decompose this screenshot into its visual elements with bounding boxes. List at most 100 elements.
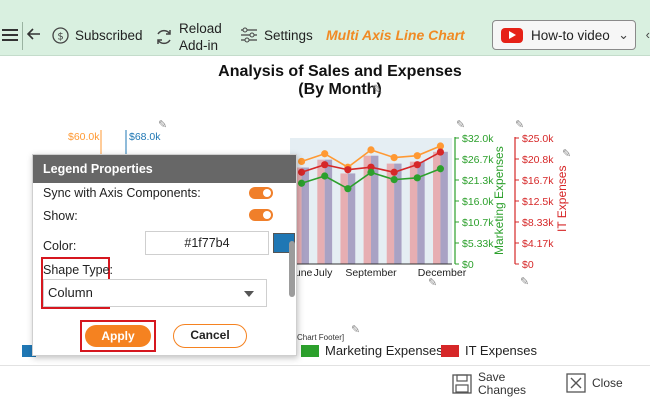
series-marketing-point — [413, 174, 421, 182]
chart-title-line2: (By Month) — [298, 81, 382, 98]
close-button[interactable]: Close — [566, 373, 623, 393]
badge-sales: $60.0k — [68, 131, 100, 143]
series-marketing-point — [390, 176, 398, 184]
series-orange-point — [297, 157, 306, 166]
chart-title[interactable]: Analysis of Sales and Expenses (By Month… — [150, 63, 530, 99]
edit-axis2-pencil-icon[interactable]: ✎ — [515, 119, 524, 131]
save-label-1: Save — [478, 370, 506, 384]
shape-type-select[interactable]: Column — [43, 279, 267, 307]
howto-video-dropdown[interactable]: How-to video ⌄ — [492, 20, 636, 50]
caret-down-icon — [244, 291, 254, 297]
color-hex-input[interactable]: #1f77b4 — [145, 231, 269, 255]
settings-button[interactable]: Settings — [240, 27, 313, 43]
subscribed-button[interactable]: $ Subscribed — [52, 27, 143, 44]
badge-second: $68.0k — [129, 131, 161, 143]
series-it-point — [413, 161, 421, 169]
panel-title: Legend Properties — [33, 155, 296, 183]
reload-label-1: Reload — [179, 21, 222, 36]
settings-label: Settings — [264, 27, 313, 43]
legend-item-marketing[interactable]: Marketing Expenses — [301, 343, 443, 358]
back-arrow-icon[interactable] — [27, 27, 41, 41]
marketing-axis-tick-label: $0 — [462, 259, 474, 271]
column-bar-it — [409, 161, 418, 264]
edit-axis-bottom-pencil-icon[interactable]: ✎ — [520, 276, 529, 288]
reload-label-2: Add-in — [179, 38, 219, 53]
save-changes-button[interactable]: Save Changes — [452, 371, 526, 397]
chart-title-line1: Analysis of Sales and Expenses — [218, 63, 462, 80]
legend-item-it[interactable]: IT Expenses — [441, 343, 537, 358]
it-axis-tick-label: $20.8k — [522, 154, 554, 166]
column-bar-marketing — [301, 167, 309, 264]
it-axis-tick-label: $8.33k — [522, 217, 554, 229]
howto-label: How-to video — [531, 27, 610, 43]
column-bar-it — [294, 167, 302, 264]
save-disk-icon — [452, 374, 472, 394]
edit-axis1-pencil-icon[interactable]: ✎ — [456, 119, 465, 131]
panel-scrollbar[interactable] — [288, 185, 296, 355]
close-icon — [566, 373, 586, 393]
settings-sliders-icon — [241, 27, 257, 43]
series-orange-point — [413, 152, 421, 160]
marketing-axis-tick-label: $32.0k — [462, 133, 494, 145]
series-lines — [297, 142, 445, 193]
series-orange-point — [436, 142, 445, 150]
shape-type-value: Column — [48, 285, 93, 300]
column-bar-it — [363, 155, 371, 264]
edit-footer-pencil-icon[interactable]: ✎ — [351, 324, 360, 336]
toolbar-divider — [22, 22, 23, 50]
sync-toggle[interactable] — [249, 187, 273, 199]
edit-axis2-title-pencil-icon[interactable]: ✎ — [562, 148, 571, 160]
x-tick-label: September — [345, 267, 397, 279]
chevron-left-icon[interactable]: ‹ — [645, 27, 650, 42]
series-it-point — [390, 168, 398, 176]
column-bar-marketing — [347, 173, 356, 264]
x-tick-label: July — [314, 267, 333, 279]
edit-title-pencil-icon[interactable]: ✎ — [372, 82, 383, 97]
edit-badge-pencil-icon[interactable]: ✎ — [158, 119, 167, 131]
column-bar-marketing — [371, 155, 379, 264]
apply-button[interactable]: Apply — [85, 325, 151, 347]
series-it-point — [436, 148, 445, 156]
edit-xaxis-pencil-icon[interactable]: ✎ — [428, 277, 437, 289]
marketing-axis-tick-label: $16.0k — [462, 196, 494, 208]
legend-properties-panel: Legend Properties Sync with Axis Compone… — [32, 154, 297, 356]
marketing-axis-tick-label: $21.3k — [462, 175, 494, 187]
column-bar-it — [317, 159, 325, 264]
it-axis-tick-label: $4.17k — [522, 238, 554, 250]
column-bar-marketing — [324, 159, 333, 264]
it-axis-tick-label: $12.5k — [522, 196, 554, 208]
series-orange-point — [390, 154, 398, 162]
subscribed-label: Subscribed — [75, 28, 143, 43]
save-label-2: Changes — [478, 383, 527, 397]
it-axis-tick-label: $16.7k — [522, 175, 554, 187]
chart-footer[interactable]: Chart Footer] — [297, 333, 345, 342]
it-axis-tick-label: $25.0k — [522, 133, 554, 145]
legend-label-marketing: Marketing Expenses — [325, 343, 443, 358]
legend-swatch-marketing — [301, 344, 319, 357]
series-it-point — [321, 161, 329, 169]
series-marketing-point — [367, 168, 375, 176]
series-marketing-point — [344, 185, 352, 193]
x-axis-ticks: June July September December — [290, 267, 467, 279]
series-marketing-point — [321, 172, 329, 180]
show-label: Show: — [43, 209, 78, 223]
column-bar-it — [340, 173, 348, 264]
column-bar-it — [386, 163, 395, 264]
series-orange-point — [321, 150, 329, 158]
footer-divider — [0, 365, 650, 366]
column-bar-it — [433, 151, 441, 264]
close-label: Close — [592, 376, 623, 390]
scrollbar-thumb[interactable] — [289, 241, 295, 297]
series-it-point — [367, 163, 375, 171]
column-bar-marketing — [417, 161, 425, 264]
marketing-axis-tick-label: $26.7k — [462, 154, 494, 166]
hamburger-menu-icon[interactable] — [2, 28, 18, 42]
color-label: Color: — [43, 239, 77, 253]
series-it-point — [297, 168, 306, 176]
reload-icon — [157, 29, 171, 45]
cancel-button[interactable]: Cancel — [173, 324, 247, 348]
reload-addin-button[interactable]: Reload Add-in — [155, 20, 222, 54]
show-toggle[interactable] — [249, 209, 273, 221]
svg-text:$: $ — [57, 32, 63, 43]
